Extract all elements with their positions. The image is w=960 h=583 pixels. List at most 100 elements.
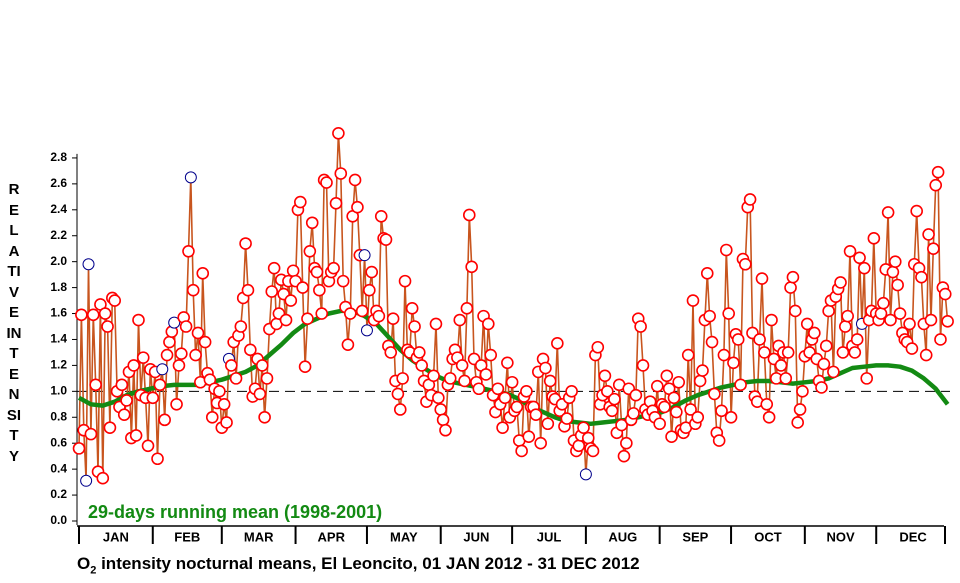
data-point [408, 320, 421, 333]
data-point [565, 385, 578, 398]
x-tick-label: SEP [682, 529, 708, 544]
data-point [808, 326, 821, 340]
data-point [265, 285, 279, 298]
y-axis-label: RELATIVE INTENSITY [6, 181, 22, 465]
data-point [294, 195, 307, 209]
data-point [179, 320, 193, 333]
data-point [919, 348, 933, 362]
data-point [84, 427, 98, 441]
data-point [225, 359, 238, 372]
data-point [217, 397, 231, 411]
data-point [734, 378, 747, 392]
data-point [670, 405, 683, 419]
data-point [581, 431, 595, 445]
data-point [196, 267, 210, 280]
y-tick-label: 0.8 [50, 409, 67, 423]
data-point [393, 403, 407, 416]
highlighted-point [360, 324, 373, 337]
data-point [398, 274, 412, 288]
data-point [498, 391, 512, 405]
data-point [591, 340, 605, 354]
data-point [717, 348, 731, 362]
data-point [213, 385, 226, 398]
data-point [620, 436, 633, 450]
data-point [510, 400, 524, 414]
chart-title: O2 intensity nocturnal means, El Leoncit… [77, 554, 640, 576]
data-point [722, 307, 735, 320]
data-point [841, 309, 854, 323]
data-point [938, 287, 952, 301]
x-tick-label: JAN [103, 529, 129, 544]
data-point [348, 173, 362, 187]
data-point [834, 276, 847, 289]
data-point [129, 429, 143, 442]
data-point [929, 178, 943, 192]
data-point [605, 404, 619, 418]
data-point [384, 346, 398, 359]
x-tick-label: JUL [537, 529, 562, 544]
data-point [153, 378, 167, 392]
data-point [267, 261, 281, 275]
data-point [472, 382, 486, 396]
data-point [372, 309, 386, 323]
data-point [327, 261, 340, 275]
data-point [601, 385, 614, 398]
data-point [244, 343, 257, 357]
data-point [146, 391, 160, 405]
x-tick-label: OCT [754, 529, 782, 544]
data-point [884, 313, 897, 327]
data-point [315, 307, 329, 320]
x-tick-label: MAR [244, 529, 274, 544]
legend-label: 29-days running mean (1998-2001) [88, 502, 382, 522]
data-point [836, 346, 850, 359]
data-point [758, 346, 771, 359]
data-point [760, 397, 774, 411]
data-point [650, 379, 664, 393]
data-point [755, 272, 769, 285]
running-mean-line [77, 308, 950, 427]
data-point [629, 388, 643, 402]
data-point [117, 408, 131, 421]
data-point [586, 444, 600, 458]
y-tick-label: 1.0 [50, 384, 67, 398]
data-point [915, 270, 928, 284]
data-point [505, 375, 519, 389]
data-point [560, 412, 574, 425]
data-point [860, 372, 874, 385]
data-point [660, 369, 674, 383]
data-point [429, 317, 443, 331]
data-point [205, 410, 219, 424]
y-tick-label: 0.0 [50, 513, 67, 527]
data-point [931, 165, 945, 179]
data-point [543, 374, 557, 388]
data-point [365, 265, 379, 279]
title-text: O [77, 554, 91, 573]
data-point [838, 320, 852, 333]
data-point [696, 364, 709, 377]
data-point [910, 204, 923, 218]
data-point [239, 237, 252, 250]
data-point [822, 304, 835, 318]
data-point [182, 244, 195, 258]
data-point [784, 281, 797, 294]
highlighted-point [82, 258, 95, 271]
data-point [843, 244, 857, 258]
data-point [941, 315, 954, 328]
data-point [127, 359, 141, 372]
data-point [415, 359, 428, 372]
data-point [96, 471, 110, 485]
data-point [853, 251, 866, 265]
data-point [491, 382, 505, 396]
data-point [765, 313, 778, 327]
y-tick-label: 2.8 [50, 150, 67, 164]
data-point [731, 333, 745, 346]
data-point [458, 374, 471, 388]
data-point [479, 368, 493, 381]
data-point [132, 313, 145, 327]
data-point [850, 333, 864, 346]
data-point [455, 359, 469, 372]
data-point [886, 265, 900, 279]
data-point [363, 283, 376, 297]
data-point [700, 267, 714, 280]
